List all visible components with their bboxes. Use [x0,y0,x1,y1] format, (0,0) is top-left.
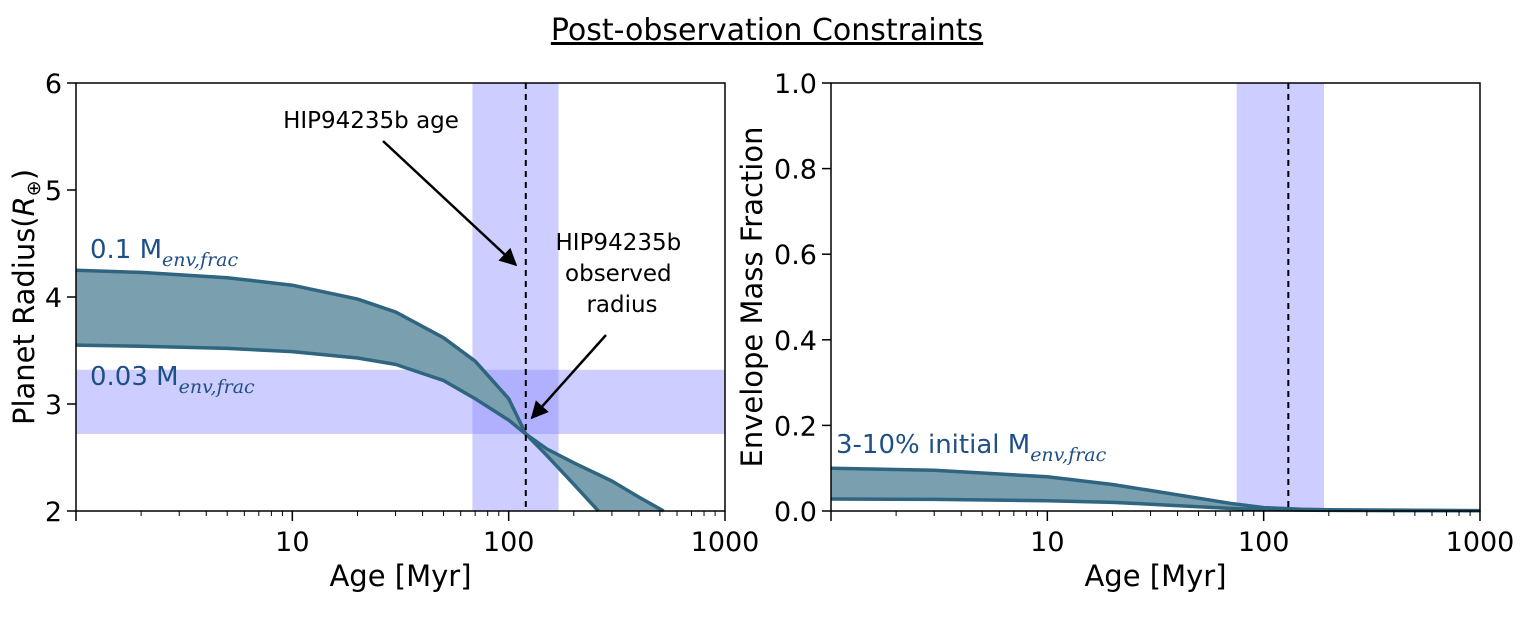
r-y-tick-label: 1.0 [774,69,817,100]
left-y-axis-label: Planet Radius(R⊕) [7,169,45,425]
annotation-radius-arrow [530,334,607,420]
series-label-3-10-initial: 3-10% initial Menv,frac [836,430,1107,466]
l-y-tick-label: 4 [45,283,62,314]
left-y-axis-label-text: Planet Radius [7,228,41,425]
figure-title: Post-observation Constraints [551,13,983,48]
l-series-line-1 [75,343,600,513]
left-x-axis-label: Age [Myr] [329,559,471,593]
annotation-age-text: HIP94235b age [283,108,459,134]
left-y-axis-label-subscript: ⊕ [23,180,45,196]
left-y-axis-label-open-paren: ( [7,216,41,227]
l-y-tick-label: 2 [45,497,62,528]
series-label-0-03-main: 0.03 M [90,362,179,392]
series-label-0-1-sub: env,frac [162,249,238,271]
annotation-age-arrow [382,140,518,267]
right-panel-envelope-chart: 10 100 1000 0.0 0.2 0.4 0.6 0.8 1.0 Age [Myr] En… [735,69,1514,593]
right-x-axis-label: Age [Myr] [1084,559,1226,593]
left-y-axis-label-close-paren: ) [7,169,41,180]
l-y-tick-label: 5 [45,176,62,207]
annotation-age-line-1: HIP94235b age [283,108,459,134]
r-envelope-fill [831,468,1480,511]
series-label-0-1-menv: 0.1 Menv,frac [90,235,238,271]
r-y-tick-label: 0.8 [774,155,817,186]
l-series-line-0 [75,268,665,513]
r-x-tick-label: 100 [1238,527,1290,558]
r-y-tick-label: 0.6 [774,240,817,271]
right-y-axis-label: Envelope Mass Fraction [735,127,769,468]
left-panel-radius-chart: 10 100 1000 2 3 4 5 6 Age [Myr] Planet Radius(R… [7,69,759,593]
left-ticks: 10 100 1000 2 3 4 5 6 [45,69,760,558]
l-x-tick-label: 10 [275,527,309,558]
series-label-0-1-main: 0.1 M [90,235,162,265]
right-bands [1236,83,1324,511]
l-x-tick-label: 100 [483,527,535,558]
annotation-radius-text: HIP94235b observed radius [555,230,688,318]
left-radius-band [76,369,725,434]
series-label-0-03-menv: 0.03 Menv,frac [90,362,255,398]
series-label-3-10-sub: env,frac [1030,444,1106,466]
left-curves [75,268,665,513]
annotation-radius-line-2: observed [565,261,672,287]
right-axes-frame [830,82,1481,512]
r-y-tick-label: 0.4 [774,326,817,357]
l-x-tick-label: 1000 [691,527,760,558]
r-x-tick-label: 1000 [1446,527,1515,558]
r-y-tick-label: 0.0 [774,497,817,528]
l-age-band [472,83,559,511]
l-envelope-fill [76,270,664,511]
left-bands [76,83,725,511]
r-age-band [1236,83,1324,511]
left-y-axis-label-symbol: R [7,196,41,216]
series-label-0-03-sub: env,frac [179,376,255,398]
l-y-tick-label: 3 [45,390,62,421]
right-curves [830,466,1481,513]
annotation-radius-line-1: HIP94235b [555,230,681,256]
r-x-tick-label: 10 [1030,527,1064,558]
annotation-radius-line-3: radius [586,292,657,318]
series-label-3-10-main: 3-10% initial M [836,430,1030,460]
l-y-tick-label: 6 [45,69,62,100]
r-y-tick-label: 0.2 [774,411,817,442]
right-ticks: 10 100 1000 0.0 0.2 0.4 0.6 0.8 1.0 [774,69,1514,558]
